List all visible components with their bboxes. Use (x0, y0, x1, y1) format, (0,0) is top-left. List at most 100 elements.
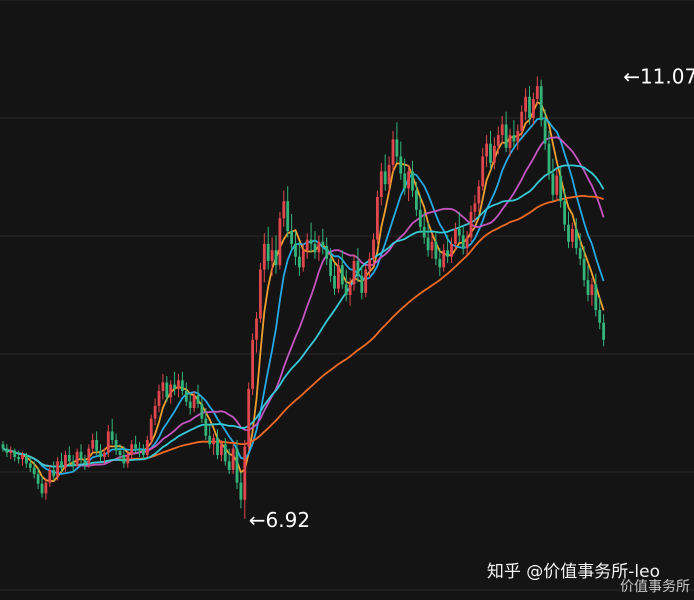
candle (333, 263, 336, 296)
candle (391, 130, 395, 172)
candle-body (317, 241, 321, 253)
candle-body (153, 405, 157, 419)
candle (95, 431, 98, 455)
candle (481, 147, 485, 191)
candle (395, 122, 399, 163)
candle-body (434, 241, 438, 259)
candle (325, 237, 329, 266)
candle (504, 111, 508, 153)
candle-body (9, 450, 13, 453)
candle (582, 246, 586, 287)
candle-body (442, 250, 446, 268)
candle-body (91, 440, 95, 449)
candle (418, 194, 422, 234)
candle-body (508, 135, 512, 148)
candle-body (79, 451, 83, 460)
candle (13, 448, 17, 462)
candle-body (426, 237, 430, 251)
candle-body (598, 309, 602, 323)
candle (99, 444, 102, 462)
candle (465, 231, 469, 255)
candle-body (251, 339, 254, 389)
candle (157, 384, 161, 413)
candle (5, 444, 9, 458)
candle (305, 233, 309, 259)
candle-body (450, 243, 453, 257)
candle (422, 211, 426, 244)
candle (563, 188, 566, 232)
candle (243, 440, 247, 519)
candle (188, 393, 192, 415)
candle (126, 450, 130, 468)
candle-body (399, 156, 403, 174)
candle (122, 446, 126, 468)
candle (161, 373, 165, 400)
candle-body (157, 390, 161, 406)
candle (512, 120, 516, 148)
candle-body (231, 448, 235, 470)
candle-body (496, 135, 500, 146)
candle (399, 141, 403, 180)
candle-body (138, 448, 141, 451)
candle (235, 440, 239, 490)
candle (32, 461, 36, 479)
candle (368, 252, 371, 278)
candle (145, 435, 149, 458)
candle (528, 86, 531, 125)
candle (290, 214, 293, 251)
candle-body (32, 467, 36, 475)
candle (344, 269, 348, 302)
candle-body (582, 258, 586, 281)
candle (434, 231, 438, 266)
candle-body (379, 171, 383, 197)
candle-body (114, 440, 118, 451)
candle-body (216, 437, 219, 455)
candle-body (473, 203, 477, 212)
candle (508, 128, 512, 157)
candle (227, 448, 231, 475)
candle (407, 164, 410, 202)
candle-body (383, 171, 387, 185)
candle-body (481, 156, 485, 187)
candle (317, 235, 321, 261)
candle (543, 109, 547, 151)
candle-body (122, 454, 126, 464)
candle (551, 158, 555, 202)
candle-body (274, 250, 278, 266)
ma60-line (2, 194, 604, 468)
candle-body (184, 390, 188, 402)
candle (270, 237, 274, 276)
candle-body (559, 175, 563, 202)
candle-body (344, 284, 348, 296)
low-annotation: ←6.92 (249, 508, 310, 532)
candle-body (298, 256, 301, 268)
candle-body (36, 474, 40, 484)
candle-body (67, 454, 71, 462)
candle-body (489, 143, 492, 163)
ma20-line (2, 136, 605, 468)
candle-body (387, 164, 391, 185)
candle-body (539, 86, 543, 121)
candle (469, 205, 473, 242)
candle-body (173, 384, 176, 389)
candle (142, 444, 145, 460)
candle-body (360, 275, 364, 293)
candle (426, 222, 430, 257)
candle-body (64, 454, 67, 468)
candle-body (520, 111, 524, 131)
candle-body (547, 143, 551, 174)
candle (383, 154, 387, 191)
candle-body (177, 380, 180, 389)
candles (1, 76, 605, 519)
candle (340, 250, 344, 289)
candle-body (56, 461, 59, 477)
candle (594, 273, 598, 317)
candle (153, 398, 157, 426)
candle (251, 333, 254, 396)
candle-body (106, 431, 110, 453)
candle (106, 425, 110, 458)
candle-body (356, 260, 360, 276)
candle (337, 258, 340, 293)
candle-body (204, 418, 208, 436)
